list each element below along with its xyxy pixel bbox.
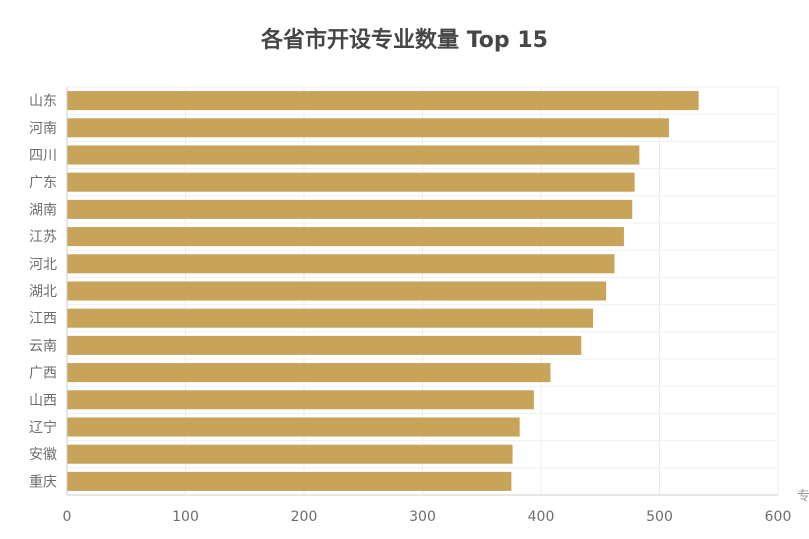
bar-江西 [67, 308, 594, 328]
bar-重庆 [67, 471, 512, 491]
x-axis-name: 专 [797, 489, 809, 504]
category-label: 江西 [29, 311, 57, 327]
bar-四川 [67, 145, 640, 165]
category-label: 重庆 [29, 474, 57, 490]
bars [67, 91, 699, 491]
category-label: 四川 [29, 148, 57, 164]
bar-河北 [67, 254, 615, 274]
axes [66, 87, 778, 496]
x-tick-label: 600 [765, 509, 792, 525]
category-label: 云南 [29, 338, 57, 354]
bar-安徽 [67, 444, 513, 464]
x-tick-label: 200 [291, 509, 318, 525]
bar-山东 [67, 91, 699, 111]
x-tick-label: 500 [646, 509, 673, 525]
category-label: 湖南 [29, 202, 57, 218]
x-tick-label: 400 [528, 509, 555, 525]
category-label: 辽宁 [29, 419, 57, 436]
bar-辽宁 [67, 417, 520, 437]
category-label: 湖北 [29, 284, 57, 300]
bar-湖北 [67, 281, 607, 301]
category-label: 广东 [29, 175, 57, 191]
bar-广东 [67, 172, 635, 192]
category-label: 河南 [29, 121, 57, 137]
bar-河南 [67, 118, 669, 138]
category-label: 山东 [29, 94, 57, 110]
x-tick-label: 0 [63, 509, 72, 525]
category-label: 山西 [29, 393, 57, 409]
category-label: 江苏 [29, 230, 57, 246]
bar-云南 [67, 335, 582, 355]
bar-江苏 [67, 227, 624, 247]
category-label: 河北 [29, 257, 57, 273]
chart-title: 各省市开设专业数量 Top 15 [261, 28, 548, 53]
x-tick-label: 100 [172, 509, 199, 525]
bar-山西 [67, 390, 534, 410]
x-tick-label: 300 [409, 509, 436, 525]
category-label: 广西 [29, 366, 57, 382]
bar-广西 [67, 363, 551, 383]
category-label: 安徽 [29, 447, 57, 463]
bar-湖南 [67, 199, 633, 219]
